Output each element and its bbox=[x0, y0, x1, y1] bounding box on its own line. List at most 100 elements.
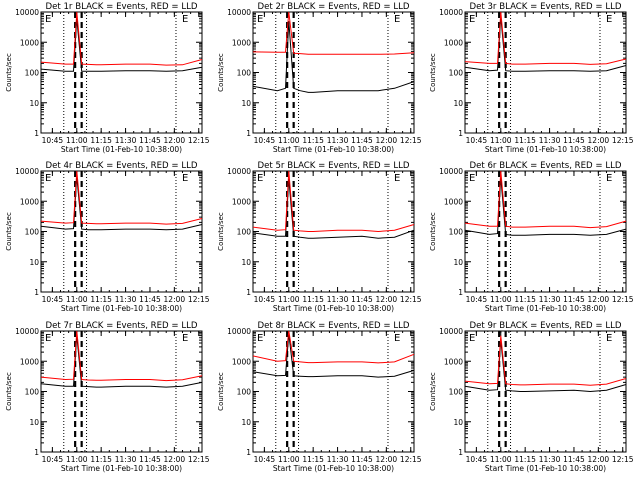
y-tick-label: 1 bbox=[458, 129, 463, 138]
events-series-line bbox=[252, 178, 415, 239]
y-tick-label: 1000 bbox=[232, 357, 251, 366]
x-tick-label: 10:45 bbox=[466, 136, 488, 145]
y-tick-label: 100 bbox=[25, 228, 40, 237]
x-tick-label: 11:00 bbox=[278, 295, 300, 304]
corner-label: E bbox=[182, 14, 188, 25]
panel-title: Det 9r BLACK = Events, RED = LLD bbox=[469, 321, 621, 331]
events-series-line bbox=[252, 333, 415, 378]
x-tick-label: 12:15 bbox=[400, 295, 422, 304]
corner-label: E bbox=[182, 173, 188, 184]
x-tick-label: 11:15 bbox=[90, 136, 112, 145]
x-tick-label: 11:15 bbox=[90, 295, 112, 304]
plot-frame bbox=[40, 330, 203, 453]
corner-label: E bbox=[469, 173, 475, 184]
x-tick-label: 11:45 bbox=[351, 295, 373, 304]
y-axis-label: Counts/sec bbox=[429, 212, 437, 251]
lld-series-line bbox=[252, 11, 415, 55]
detector-panel: Det 6r BLACK = Events, RED = LLD 1 10 100 10… bbox=[429, 161, 634, 313]
panel-title: Det 7r BLACK = Events, RED = LLD bbox=[45, 321, 197, 331]
y-tick-label: 1000 bbox=[444, 197, 463, 206]
corner-label: E bbox=[606, 333, 612, 344]
corner-label: E bbox=[45, 333, 51, 344]
panel-title: Det 4r BLACK = Events, RED = LLD bbox=[45, 161, 197, 171]
y-tick-label: 1000 bbox=[232, 38, 251, 47]
panel-title: Det 3r BLACK = Events, RED = LLD bbox=[469, 2, 621, 12]
y-tick-label: 1 bbox=[246, 288, 251, 297]
x-tick-label: 11:00 bbox=[66, 295, 88, 304]
corner-label: E bbox=[394, 333, 400, 344]
x-tick-label: 12:00 bbox=[376, 455, 398, 464]
plot-frame bbox=[40, 170, 203, 293]
detector-panel: Det 7r BLACK = Events, RED = LLD 1 10 100 10… bbox=[5, 321, 210, 473]
y-tick-label: 100 bbox=[237, 388, 252, 397]
y-axis-label: Counts/sec bbox=[217, 212, 225, 251]
x-axis-label: Start Time (01-Feb-10 10:38:00) bbox=[61, 464, 182, 473]
y-tick-label: 1 bbox=[34, 448, 39, 457]
y-axis-label: Counts/sec bbox=[429, 372, 437, 411]
y-tick-label: 1 bbox=[34, 288, 39, 297]
x-tick-label: 11:00 bbox=[490, 295, 512, 304]
events-series-line bbox=[40, 335, 203, 388]
y-tick-label: 100 bbox=[449, 69, 464, 78]
x-tick-label: 11:15 bbox=[90, 455, 112, 464]
x-tick-label: 12:00 bbox=[588, 295, 610, 304]
x-tick-label: 11:45 bbox=[563, 455, 585, 464]
y-tick-label: 100 bbox=[449, 388, 464, 397]
corner-label: E bbox=[257, 14, 263, 25]
events-series-line bbox=[252, 21, 415, 93]
x-tick-label: 12:15 bbox=[188, 455, 210, 464]
y-tick-label: 100 bbox=[25, 388, 40, 397]
x-tick-label: 11:30 bbox=[539, 136, 561, 145]
plot-frame bbox=[252, 11, 415, 134]
x-tick-label: 10:45 bbox=[466, 295, 488, 304]
corner-label: E bbox=[469, 333, 475, 344]
panel-title: Det 2r BLACK = Events, RED = LLD bbox=[257, 2, 409, 12]
x-tick-label: 11:45 bbox=[139, 455, 161, 464]
plot-frame bbox=[464, 170, 627, 293]
x-tick-label: 11:45 bbox=[351, 136, 373, 145]
y-tick-label: 10 bbox=[453, 418, 463, 427]
x-tick-label: 10:45 bbox=[42, 455, 64, 464]
y-axis-label: Counts/sec bbox=[5, 372, 13, 411]
corner-label: E bbox=[45, 14, 51, 25]
x-tick-label: 11:30 bbox=[327, 136, 349, 145]
y-tick-label: 10000 bbox=[15, 167, 39, 176]
y-tick-label: 100 bbox=[25, 69, 40, 78]
y-tick-label: 10 bbox=[241, 418, 251, 427]
detector-panel: Det 3r BLACK = Events, RED = LLD 1 10 100 10… bbox=[429, 2, 634, 154]
lld-series-line bbox=[464, 335, 627, 386]
panel-title: Det 6r BLACK = Events, RED = LLD bbox=[469, 161, 621, 171]
corner-label: E bbox=[606, 173, 612, 184]
x-axis-label: Start Time (01-Feb-10 10:38:00) bbox=[485, 304, 606, 313]
y-tick-label: 1000 bbox=[444, 38, 463, 47]
plot-frame bbox=[40, 11, 203, 134]
events-series-line bbox=[464, 177, 627, 236]
x-tick-label: 10:45 bbox=[254, 455, 276, 464]
lld-series-line bbox=[464, 11, 627, 65]
detector-panel: Det 4r BLACK = Events, RED = LLD 1 10 100 10… bbox=[5, 161, 210, 313]
y-tick-label: 1000 bbox=[20, 357, 39, 366]
x-tick-label: 11:00 bbox=[278, 136, 300, 145]
x-tick-label: 11:15 bbox=[514, 455, 536, 464]
x-axis-label: Start Time (01-Feb-10 10:38:00) bbox=[485, 145, 606, 154]
detector-panel: Det 2r BLACK = Events, RED = LLD 1 10 100 10… bbox=[217, 2, 422, 154]
x-axis-label: Start Time (01-Feb-10 10:38:00) bbox=[273, 145, 394, 154]
x-tick-label: 12:00 bbox=[588, 136, 610, 145]
lld-series-line bbox=[40, 11, 203, 66]
x-axis-label: Start Time (01-Feb-10 10:38:00) bbox=[61, 304, 182, 313]
corner-label: E bbox=[606, 14, 612, 25]
corner-label: E bbox=[257, 333, 263, 344]
x-axis-label: Start Time (01-Feb-10 10:38:00) bbox=[61, 145, 182, 154]
x-tick-label: 12:00 bbox=[164, 295, 186, 304]
x-tick-label: 12:00 bbox=[376, 136, 398, 145]
events-series-line bbox=[464, 340, 627, 393]
y-tick-label: 10 bbox=[29, 418, 39, 427]
x-tick-label: 11:00 bbox=[66, 136, 88, 145]
x-axis-label: Start Time (01-Feb-10 10:38:00) bbox=[273, 304, 394, 313]
x-tick-label: 11:00 bbox=[278, 455, 300, 464]
x-tick-label: 11:15 bbox=[302, 455, 324, 464]
x-tick-label: 11:30 bbox=[115, 455, 137, 464]
x-tick-label: 12:15 bbox=[400, 455, 422, 464]
y-tick-label: 1 bbox=[458, 448, 463, 457]
x-tick-label: 11:45 bbox=[351, 455, 373, 464]
